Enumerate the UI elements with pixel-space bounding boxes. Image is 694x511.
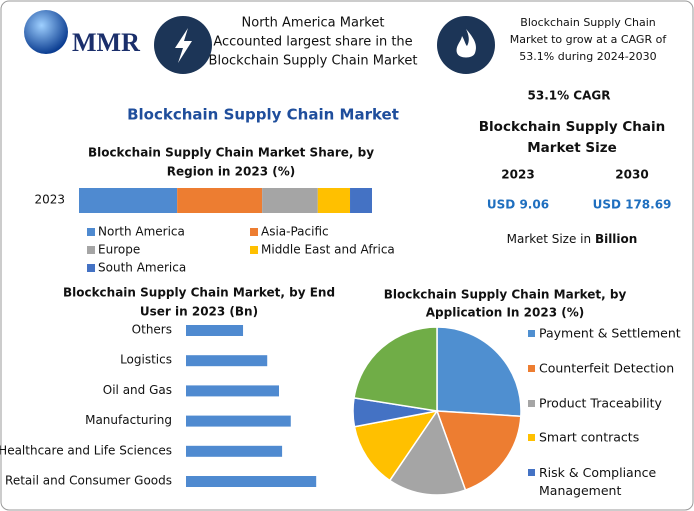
legend-label: Middle East and Africa [261, 243, 395, 257]
pie-slice [388, 409, 467, 496]
bar [186, 385, 279, 397]
chart-title: Blockchain Supply Chain Market, by End [63, 286, 335, 300]
unit-prefix: Market Size in [507, 232, 591, 246]
legend-swatch [87, 264, 95, 272]
legend-label: Smart contracts [539, 430, 639, 445]
size-value: USD 9.06 [487, 198, 549, 212]
chart-title: Application In 2023 (%) [426, 306, 584, 320]
bar [186, 445, 283, 457]
legend-label: North America [98, 225, 185, 239]
logo-globe [24, 10, 68, 54]
chart-title: Blockchain Supply Chain Market Share, by [88, 146, 374, 160]
unit: Billion [595, 232, 637, 246]
bar-segment [317, 188, 351, 213]
size-value: USD 178.69 [593, 198, 672, 212]
legend-swatch [528, 469, 535, 476]
chart-title: User in 2023 (Bn) [140, 305, 258, 319]
header-text: Accounted largest share in the [213, 35, 412, 50]
unit-note: Market Size in Billion [507, 232, 638, 246]
bar-segment [350, 188, 372, 213]
legend-label: Product Traceability [539, 396, 663, 411]
size-title: Blockchain Supply Chain [479, 119, 666, 135]
category-label: Retail and Consumer Goods [5, 474, 172, 488]
legend-swatch [250, 246, 258, 254]
legend-label: Counterfeit Detection [539, 361, 674, 376]
flame [456, 29, 476, 58]
chart-title: Blockchain Supply Chain Market, by [384, 288, 627, 302]
category-label: Logistics [120, 353, 172, 367]
pie-slice [353, 326, 438, 412]
legend-label: Payment & Settlement [539, 326, 681, 341]
legend-swatch [250, 228, 258, 236]
lightning [175, 28, 192, 63]
legend-line: Risk & Compliance [539, 465, 656, 480]
legend-label: South America [98, 261, 186, 275]
bar [186, 325, 244, 336]
legend-label: Asia-Pacific [261, 225, 329, 239]
size-title: Market Size [527, 140, 617, 156]
header-text: Market to grow at a CAGR of [510, 33, 668, 46]
legend-swatch [87, 246, 95, 254]
pie-slice [435, 410, 522, 491]
logo-text: MMR [72, 28, 140, 57]
bar [186, 476, 317, 487]
legend-label: Risk & Compliance Management [539, 465, 656, 498]
legend-swatch [528, 330, 535, 337]
legend-swatch [528, 365, 535, 372]
legend-label: Europe [98, 243, 140, 257]
category-label: 2023 [34, 193, 65, 207]
category-label: Others [132, 323, 172, 337]
chart-title: Region in 2023 (%) [167, 165, 295, 179]
bar-segment [177, 188, 263, 213]
category-label: Oil and Gas [103, 383, 172, 397]
bar-segment [79, 188, 178, 213]
header-text: Blockchain Supply Chain [520, 16, 655, 29]
bar [186, 415, 291, 427]
header-text: Blockchain Supply Chain Market [209, 54, 418, 69]
cagr: 53.1% CAGR [528, 89, 611, 103]
legend-swatch [528, 400, 535, 407]
pie-slice [436, 326, 522, 418]
category-label: Healthcare and Life Sciences [0, 443, 172, 457]
header-text: North America Market [242, 16, 385, 31]
main-title: Blockchain Supply Chain Market [127, 106, 399, 124]
bar-segment [262, 188, 318, 213]
year: 2030 [615, 168, 648, 182]
pie-slice [353, 409, 439, 482]
year: 2023 [501, 168, 534, 182]
legend-swatch [528, 434, 535, 441]
legend-swatch [87, 228, 95, 236]
header-text: 53.1% during 2024-2030 [519, 50, 656, 63]
legend-line: Management [539, 483, 621, 498]
bar [186, 355, 268, 367]
category-label: Manufacturing [85, 413, 172, 427]
